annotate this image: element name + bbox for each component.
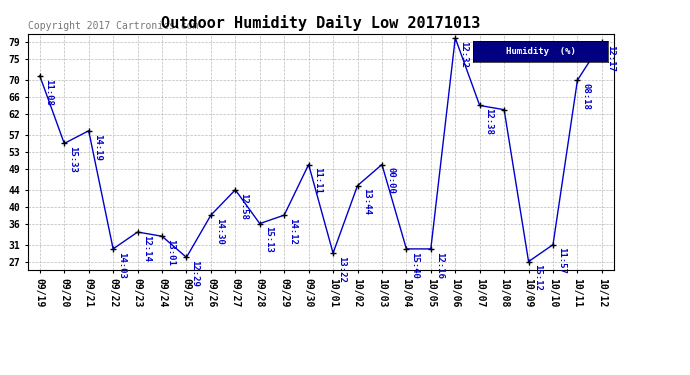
Title: Outdoor Humidity Daily Low 20171013: Outdoor Humidity Daily Low 20171013 [161, 15, 480, 31]
Text: 13:01: 13:01 [166, 239, 175, 266]
Text: 13:22: 13:22 [337, 256, 346, 283]
Text: 12:14: 12:14 [141, 235, 150, 262]
Text: 12:58: 12:58 [239, 193, 248, 219]
Text: 15:33: 15:33 [68, 146, 77, 173]
Text: 00:00: 00:00 [386, 167, 395, 194]
Text: 12:29: 12:29 [190, 260, 199, 287]
Text: 13:44: 13:44 [362, 188, 371, 215]
Text: 12:38: 12:38 [484, 108, 493, 135]
Text: 12:32: 12:32 [460, 41, 469, 68]
Text: 11:08: 11:08 [44, 79, 53, 106]
Text: 12:17: 12:17 [606, 45, 615, 72]
Text: 14:12: 14:12 [288, 218, 297, 245]
Text: 12:16: 12:16 [435, 252, 444, 279]
Text: 15:40: 15:40 [411, 252, 420, 279]
Text: 15:13: 15:13 [264, 226, 273, 253]
Text: 15:12: 15:12 [533, 264, 542, 291]
Text: 14:19: 14:19 [93, 134, 102, 160]
Text: 11:57: 11:57 [557, 248, 566, 274]
Text: 08:18: 08:18 [582, 83, 591, 110]
Text: Copyright 2017 Cartronics.com: Copyright 2017 Cartronics.com [28, 21, 198, 32]
Text: 11:11: 11:11 [313, 167, 322, 194]
Text: 14:30: 14:30 [215, 218, 224, 245]
Text: 14:03: 14:03 [117, 252, 126, 279]
